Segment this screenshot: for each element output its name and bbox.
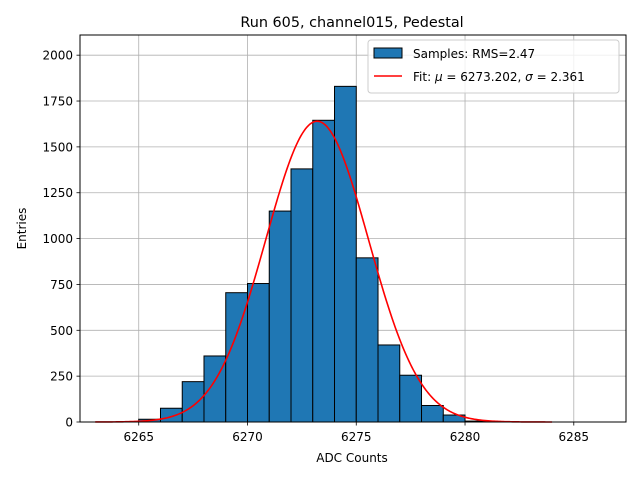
histogram-bar [159, 407, 183, 423]
histogram-bar [399, 374, 423, 423]
x-axis-ticks: 6265 6270 6275 6280 6285 [123, 422, 589, 444]
y-axis-ticks: 0 250 500 750 1000 1250 1500 1750 2000 [42, 49, 80, 430]
legend-fit-mu-value: = 6273.202, [443, 70, 526, 84]
x-tick-label: 6285 [559, 430, 590, 444]
histogram-bar [181, 381, 205, 423]
histogram-bars [138, 85, 488, 423]
y-tick-label: 1500 [42, 140, 73, 154]
y-tick-label: 2000 [42, 49, 73, 63]
fit-curve [95, 120, 553, 423]
y-tick-label: 1750 [42, 95, 73, 109]
legend-fit-sigma-symbol: σ [525, 70, 533, 84]
histogram-bar [421, 404, 444, 423]
y-axis-label: Entries [15, 208, 29, 250]
plot-frame [79, 34, 627, 423]
legend-fit-mu-symbol: μ [434, 70, 443, 84]
legend-fit-sigma-value: = 2.361 [533, 70, 585, 84]
chart-title: Run 605, channel015, Pedestal [240, 15, 463, 31]
histogram-bar [312, 119, 336, 423]
histogram-bar [246, 283, 270, 423]
x-tick-label: 6270 [232, 430, 263, 444]
y-tick-label: 250 [50, 370, 73, 384]
x-axis-label: ADC Counts [316, 451, 388, 465]
legend-fit-prefix: Fit: [413, 70, 435, 84]
y-tick-label: 0 [65, 416, 73, 430]
histogram-bar [334, 85, 357, 423]
histogram-bar [290, 168, 314, 423]
histogram-bar [268, 210, 292, 423]
histogram-bar [377, 344, 401, 423]
y-tick-label: 500 [50, 324, 73, 338]
x-tick-label: 6275 [341, 430, 372, 444]
legend-fit-label: Fit: μ = 6273.202, σ = 2.361 [413, 70, 585, 84]
legend-histogram-swatch [373, 47, 403, 59]
legend-histogram-label: Samples: RMS=2.47 [413, 47, 535, 61]
x-tick-label: 6280 [450, 430, 481, 444]
y-tick-label: 750 [50, 278, 73, 292]
y-tick-label: 1250 [42, 186, 73, 200]
histogram-bar [355, 257, 379, 423]
legend: Samples: RMS=2.47 Fit: μ = 6273.202, σ =… [367, 39, 620, 94]
x-tick-label: 6265 [123, 430, 154, 444]
y-tick-label: 1000 [42, 232, 73, 246]
legend-box [367, 39, 620, 94]
